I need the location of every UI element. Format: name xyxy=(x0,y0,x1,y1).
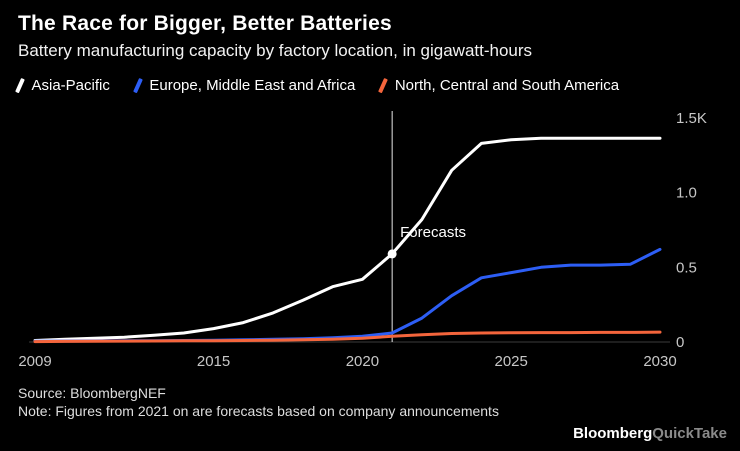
chart-subtitle: Battery manufacturing capacity by factor… xyxy=(18,41,533,60)
x-tick-label: 2020 xyxy=(346,353,379,370)
source-note: Source: BloombergNEF xyxy=(18,385,166,401)
legend-item-asia-pacific: Asia-Pacific xyxy=(15,76,110,94)
y-tick-label: 1.5K xyxy=(676,110,707,127)
forecast-note: Note: Figures from 2021 on are forecasts… xyxy=(18,403,499,420)
y-tick-label: 0 xyxy=(676,334,684,351)
x-tick-label: 2015 xyxy=(197,353,230,370)
forecast-label: Forecasts xyxy=(400,224,466,241)
legend-item-emea: Europe, Middle East and Africa xyxy=(132,76,356,94)
x-tick-label: 2030 xyxy=(643,353,676,370)
legend-label-emea: Europe, Middle East and Africa xyxy=(149,76,356,94)
forecast-marker-dot xyxy=(387,249,397,259)
logo-bloomberg: Bloomberg xyxy=(573,425,653,442)
legend-marker-americas-icon xyxy=(378,77,388,93)
legend: Asia-Pacific Europe, Middle East and Afr… xyxy=(15,74,722,96)
series-line-2 xyxy=(33,330,662,344)
legend-marker-asia-pacific-icon xyxy=(15,77,25,93)
legend-label-asia-pacific: Asia-Pacific xyxy=(31,76,110,94)
logo-quicktake: QuickTake xyxy=(652,425,727,442)
legend-item-americas: North, Central and South America xyxy=(378,76,620,94)
chart-area: Forecasts 0 0.5 1.0 1.5K 2009 2015 2020 2025 2030 xyxy=(18,102,722,380)
bloomberg-quicktake-logo: BloombergQuickTake xyxy=(573,425,727,442)
chart-footer: Source: BloombergNEF Note: Figures from … xyxy=(18,384,722,421)
series-line-1 xyxy=(33,247,662,343)
x-tick-label: 2009 xyxy=(18,353,51,370)
legend-label-americas: North, Central and South America xyxy=(394,76,620,94)
chart-title: The Race for Bigger, Better Batteries xyxy=(18,12,392,35)
y-tick-label: 0.5 xyxy=(676,259,697,276)
series-line-0 xyxy=(33,136,662,342)
x-tick-label: 2025 xyxy=(495,353,528,370)
legend-marker-emea-icon xyxy=(132,77,143,93)
y-tick-label: 1.0 xyxy=(676,185,697,202)
line-chart: Forecasts 0 0.5 1.0 1.5K 2009 2015 2020 2025 2030 xyxy=(18,110,707,370)
